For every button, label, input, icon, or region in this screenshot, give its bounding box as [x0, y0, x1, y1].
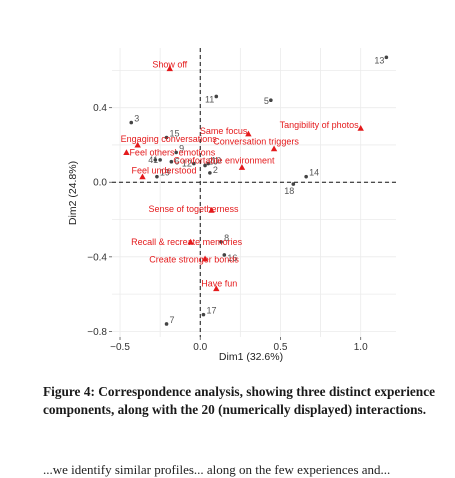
x-tick-label: 0.0 — [193, 342, 207, 353]
plot-panel — [112, 48, 396, 337]
interaction-label: 11 — [205, 94, 214, 104]
interaction-label: 14 — [309, 168, 319, 178]
interaction-label: 17 — [206, 306, 216, 316]
interaction-point — [158, 158, 162, 162]
y-tick-label: −0.4 — [87, 252, 107, 263]
x-tick-label: 1.0 — [354, 342, 368, 353]
interaction-label: 13 — [374, 55, 384, 65]
interaction-label: 7 — [170, 315, 175, 325]
x-tick-label: −0.5 — [110, 342, 130, 353]
experience-label: Recall & recreate memories — [131, 237, 243, 247]
interaction-point — [214, 95, 218, 99]
interaction-point — [129, 121, 133, 125]
trailing-body-text: ...we identify similar profiles... along… — [43, 462, 435, 478]
correspondence-analysis-chart: −0.50.00.51.0−0.8−0.40.00.4 123456789101… — [0, 0, 455, 380]
interaction-point — [269, 98, 273, 102]
y-tick-label: 0.4 — [93, 103, 107, 114]
interaction-point — [304, 175, 308, 179]
interaction-point — [385, 56, 389, 60]
x-axis-title: Dim1 (32.6%) — [219, 351, 283, 363]
y-tick-label: −0.8 — [87, 327, 107, 338]
figure-caption: Figure 4: Correspondence analysis, showi… — [43, 383, 435, 419]
interaction-point — [208, 171, 212, 175]
interaction-label: 18 — [284, 186, 294, 196]
interaction-point — [165, 322, 169, 326]
experience-label: Tangibility of photos — [280, 120, 360, 130]
experience-label: Sense of togetherness — [148, 204, 239, 214]
interaction-point — [202, 313, 206, 317]
experience-label: Feel understood — [131, 166, 196, 176]
y-tick-label: 0.0 — [93, 178, 107, 189]
experience-label: Comfortable environment — [173, 155, 275, 165]
experience-label: Have fun — [201, 279, 237, 289]
interaction-point — [154, 158, 158, 162]
experience-label: Conversation triggers — [213, 137, 299, 147]
y-axis-title: Dim2 (24.8%) — [67, 161, 79, 225]
experience-label: Engaging conversations — [121, 134, 218, 144]
interaction-label: 5 — [264, 96, 269, 106]
interaction-label: 3 — [134, 114, 139, 124]
experience-label: Show off — [152, 60, 187, 70]
experience-label: Create stronger bonds — [149, 255, 239, 265]
